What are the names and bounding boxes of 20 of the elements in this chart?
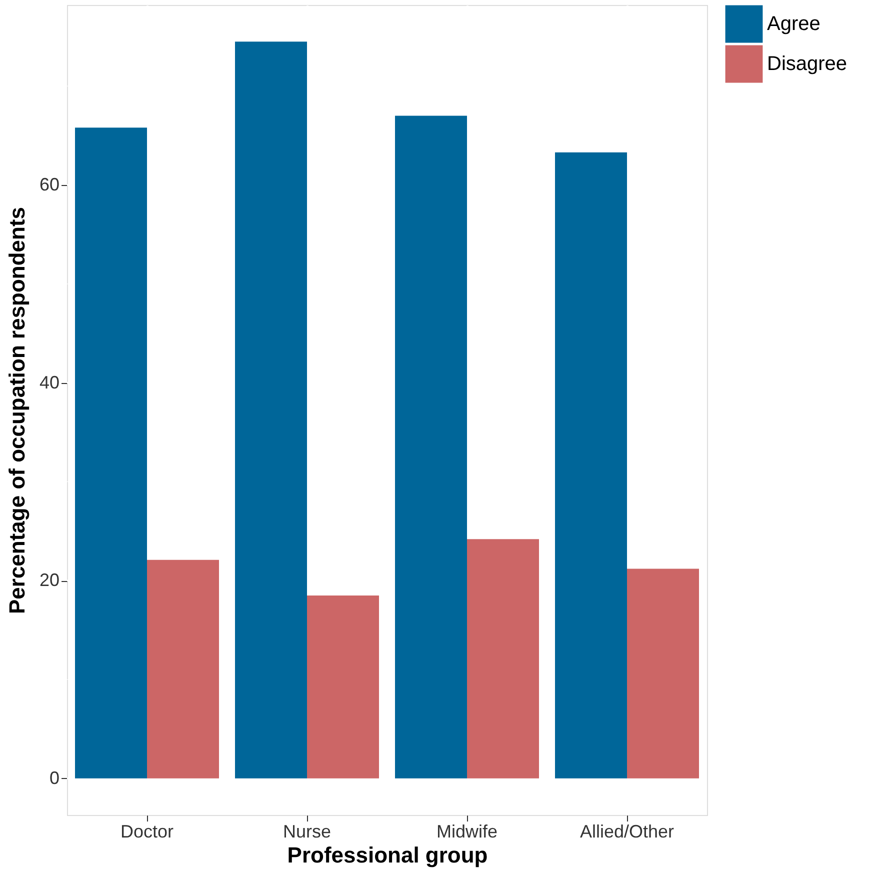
x-tick-label: Midwife [436,822,498,842]
y-tick-label: 40 [39,372,60,392]
x-tick-label: Doctor [120,822,174,842]
bar [147,560,219,778]
y-tick-label: 0 [49,768,60,788]
y-axis-title: Percentage of occupation respondents [4,206,30,614]
legend-label: Agree [767,13,820,35]
bar [395,116,467,778]
bar [235,42,307,778]
x-tick-label: Nurse [282,822,332,842]
x-tick-label: Allied/Other [580,822,674,842]
bar [75,128,147,778]
legend-label: Disagree [767,53,848,75]
y-tick-label: 60 [39,174,60,194]
x-axis-title: Professional group [287,842,488,868]
bar [555,152,627,778]
bar [627,568,699,778]
y-tick-label: 20 [39,570,60,590]
bar [467,539,539,778]
bar [307,595,379,778]
